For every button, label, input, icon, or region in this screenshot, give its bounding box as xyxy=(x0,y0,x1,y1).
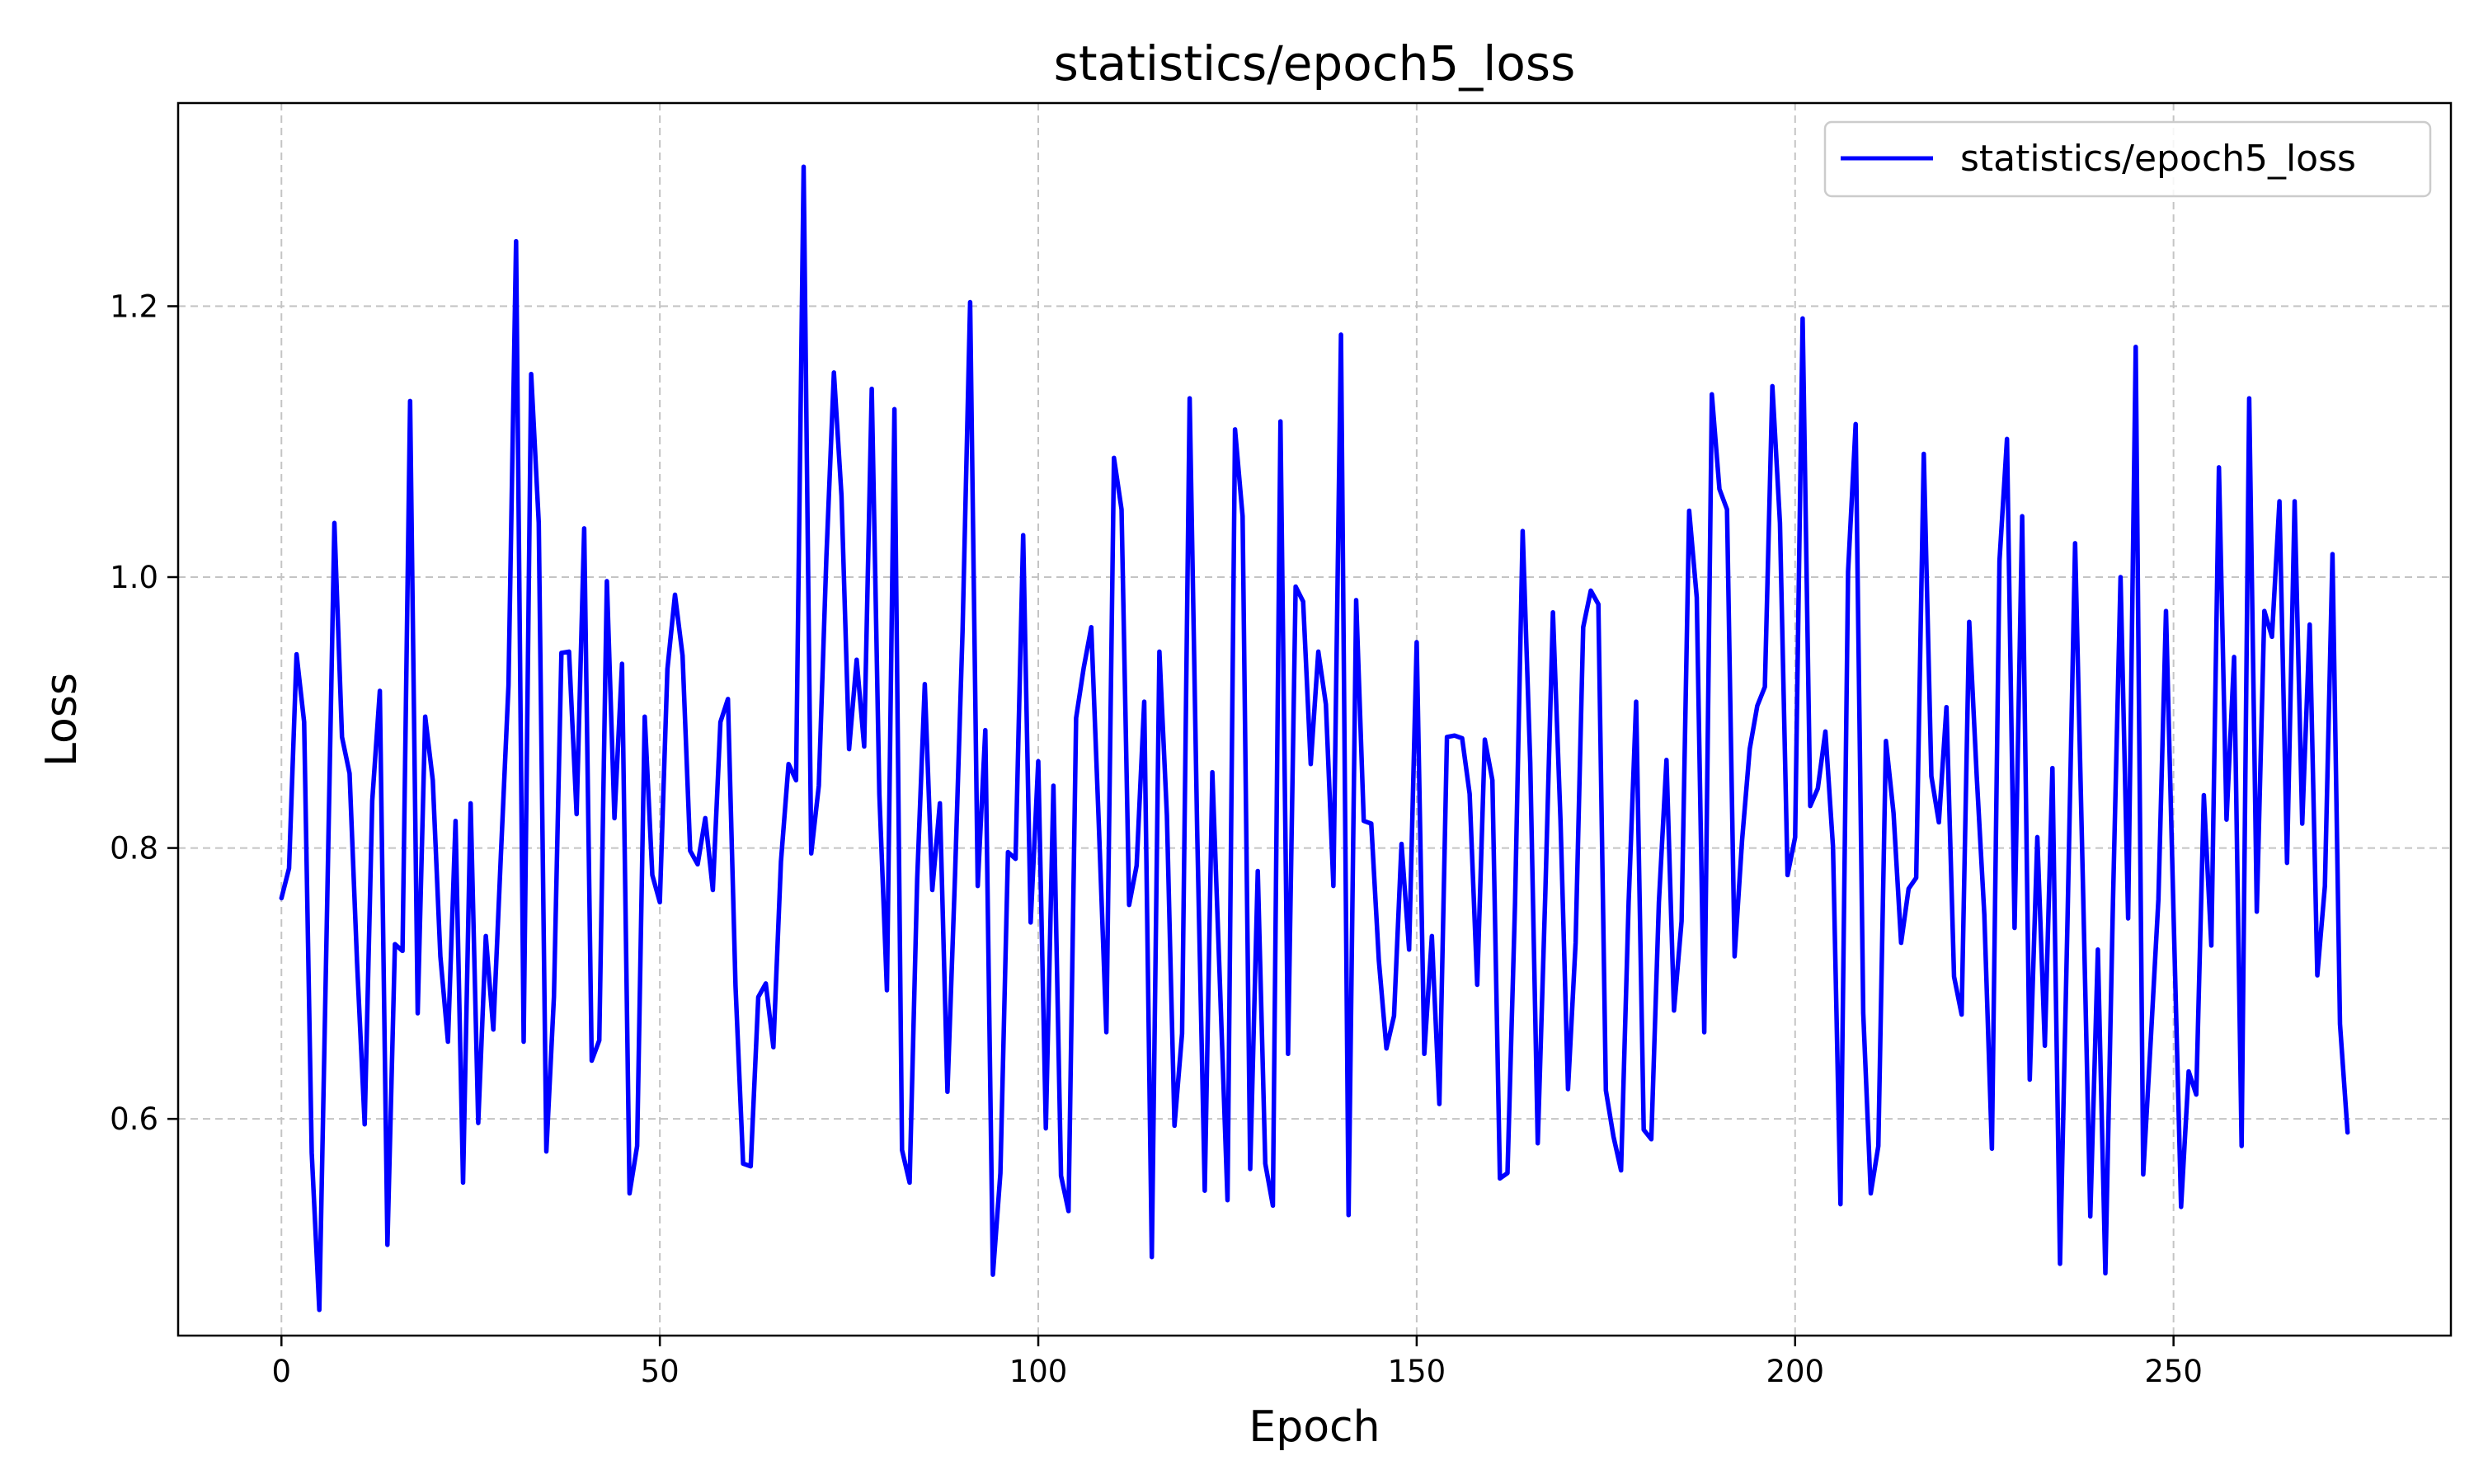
y-axis-label: Loss xyxy=(37,673,87,767)
legend-box xyxy=(1823,120,2432,198)
series-line xyxy=(279,164,2350,1313)
x-axis-ticks: 0 50 100 150 200 250 xyxy=(271,1336,2203,1389)
x-tick-label: 0 xyxy=(271,1354,291,1389)
legend-entry-label: statistics/epoch5_loss xyxy=(1960,138,2356,180)
series-layer xyxy=(279,164,2350,1313)
x-axis-label: Epoch xyxy=(1249,1402,1380,1452)
chart-title: statistics/epoch5_loss xyxy=(1054,35,1576,92)
x-tick-label: 250 xyxy=(2144,1354,2203,1389)
y-tick-label: 0.8 xyxy=(110,831,158,866)
grid-lines xyxy=(178,103,2451,1336)
y-tick-label: 1.2 xyxy=(110,289,158,324)
y-tick-label: 1.0 xyxy=(110,560,158,595)
x-tick-label: 200 xyxy=(1766,1354,1824,1389)
x-tick-label: 150 xyxy=(1388,1354,1446,1389)
x-tick-label: 100 xyxy=(1009,1354,1068,1389)
y-axis-ticks: 0.6 0.8 1.0 1.2 xyxy=(110,289,178,1137)
x-tick-label: 50 xyxy=(641,1354,680,1389)
plot-frame xyxy=(176,101,2453,1337)
legend: statistics/epoch5_loss xyxy=(1823,120,2432,198)
y-tick-label: 0.6 xyxy=(110,1101,158,1137)
